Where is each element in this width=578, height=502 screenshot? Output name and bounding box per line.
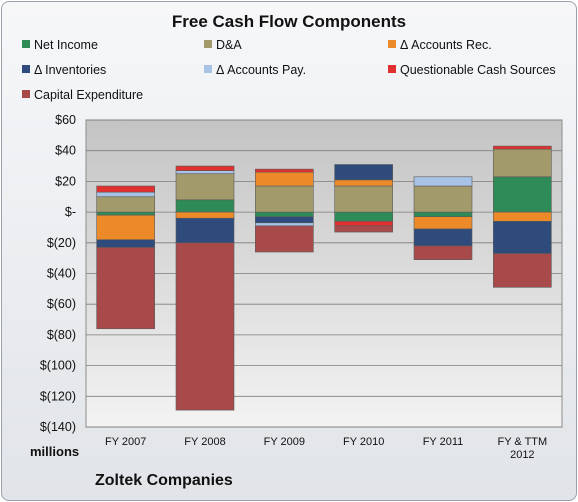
y-tick-label: $(140) (40, 420, 76, 434)
legend-item-1: Net Income (22, 38, 98, 52)
x-tick-label: FY 2011 (423, 436, 464, 448)
legend-swatch (22, 40, 30, 48)
y-tick-label: $20 (55, 174, 76, 188)
legend-label: D&A (216, 38, 242, 52)
legend-swatch (22, 65, 30, 73)
bar-segment (255, 185, 314, 213)
bar-segment (175, 170, 235, 175)
bar-segment (175, 173, 235, 201)
bar-segment (334, 225, 393, 233)
legend-item-5: Δ Accounts Pay. (204, 63, 306, 77)
y-tick-label: $(20) (47, 236, 76, 250)
legend-item-2: D&A (204, 38, 242, 52)
y-tick-label: $(100) (40, 359, 76, 373)
bar-segment (255, 211, 314, 218)
legend-item-4: Δ Inventories (22, 63, 106, 77)
unit-label: millions (30, 444, 80, 459)
bar-segment (334, 221, 393, 227)
x-tick-label: FY 2009 (264, 436, 305, 448)
y-tick-label: $60 (55, 113, 76, 127)
legend-item-6: Questionable Cash Sources (388, 63, 556, 77)
x-tick-label: FY 2007 (105, 436, 146, 448)
bar-segment (175, 211, 235, 219)
legend-label: Capital Expenditure (34, 88, 144, 102)
bar-segment (413, 176, 473, 187)
bar-segment (96, 211, 155, 216)
bar-segment (493, 211, 552, 222)
bar-segment (175, 165, 235, 171)
bar-segment (334, 185, 393, 213)
bar-segment (255, 225, 314, 253)
y-tick-label: $40 (55, 144, 76, 158)
bar-segment (413, 211, 473, 218)
bar-segment (175, 242, 235, 411)
bar-segment (175, 217, 235, 244)
bar-segment (334, 179, 393, 187)
legend-swatch (22, 90, 30, 98)
x-tick-label: 2012 (510, 449, 534, 461)
bar-segment (96, 196, 155, 213)
legend-label: Questionable Cash Sources (400, 63, 556, 77)
bar-segment (96, 239, 155, 248)
legend-label: Δ Accounts Rec. (400, 38, 492, 52)
legend-label: Δ Inventories (34, 63, 107, 77)
bar-segment (255, 168, 314, 173)
bar-segment (255, 216, 314, 224)
bar-segment (96, 214, 155, 241)
bar-segment (493, 148, 552, 178)
bar-segment (175, 199, 235, 213)
y-tick-label: $- (65, 205, 76, 219)
bar-segment (413, 245, 473, 260)
legend-swatch (388, 40, 396, 48)
legend-item-7: Capital Expenditure (22, 88, 143, 102)
y-tick-label: $(60) (47, 297, 76, 311)
y-tick-label: $(120) (40, 389, 76, 403)
bar-segment (413, 216, 473, 230)
y-tick-label: $(40) (47, 267, 76, 281)
bar-segment (493, 253, 552, 288)
bar-segment (334, 164, 393, 181)
legend-label: Net Income (34, 38, 98, 52)
bar-segment (493, 145, 552, 150)
bar-segment (96, 191, 155, 198)
bar-segment (413, 185, 473, 213)
y-tick-label: $(80) (47, 328, 76, 342)
bar-segment (255, 171, 314, 187)
bar-segment (96, 185, 155, 193)
legend-label: Δ Accounts Pay. (216, 63, 307, 77)
company-name: Zoltek Companies (95, 472, 233, 489)
legend-item-3: Δ Accounts Rec. (388, 38, 492, 52)
chart-title: Free Cash Flow Components (171, 12, 407, 31)
legend-swatch (204, 40, 212, 48)
x-tick-label: FY & TTM (497, 436, 547, 448)
bar-segment (334, 211, 393, 222)
bar-segment (413, 228, 473, 247)
bar-segment (255, 222, 314, 227)
bar-segment (493, 176, 552, 213)
bar-segment (96, 247, 155, 330)
x-tick-label: FY 2010 (343, 436, 384, 448)
bar-segment (493, 221, 552, 254)
x-tick-label: FY 2008 (184, 436, 225, 448)
legend-swatch (388, 65, 396, 73)
legend-swatch (204, 65, 212, 73)
